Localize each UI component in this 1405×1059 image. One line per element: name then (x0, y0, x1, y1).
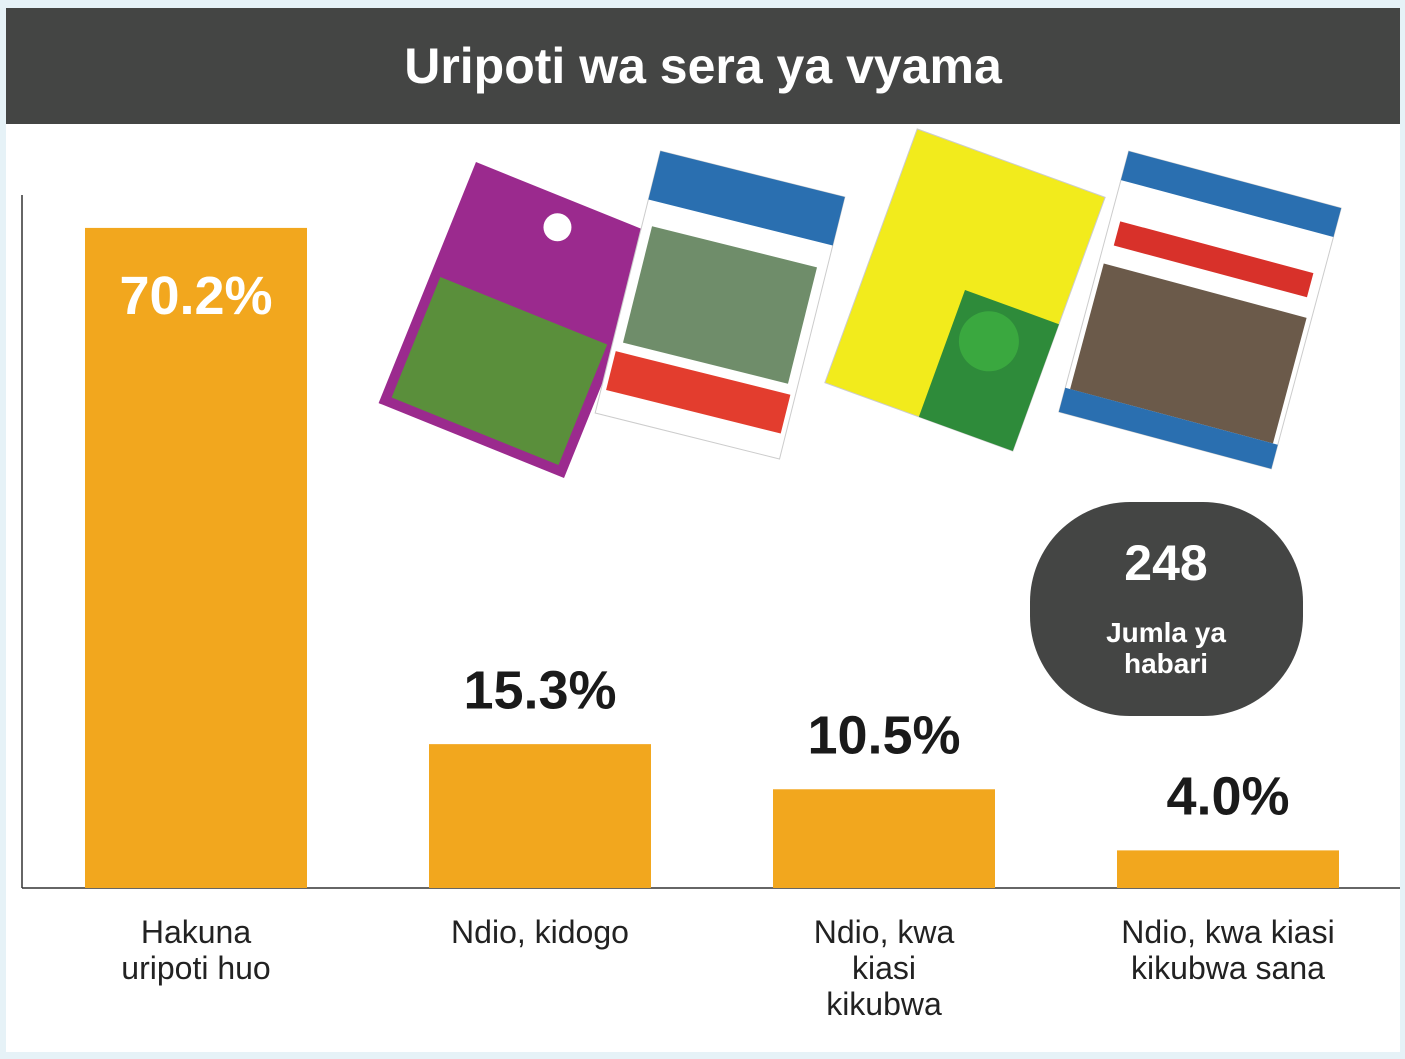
x-tick-label: Ndio, kwa kiasi kikubwa (813, 914, 955, 1022)
bar (773, 789, 995, 888)
total-label: Jumla ya habari (1106, 617, 1226, 679)
value-label: 4.0% (1166, 767, 1289, 827)
bar (85, 227, 307, 888)
bar (1117, 850, 1339, 888)
x-tick-label: Ndio, kidogo (451, 914, 629, 950)
value-label: 10.5% (807, 706, 960, 766)
booklet-covers (378, 128, 1342, 478)
x-tick-label: Ndio, kwa kiasi kikubwa sana (1121, 914, 1335, 986)
bar (429, 744, 651, 888)
total-badge (1030, 502, 1303, 716)
chart-title: Uripoti wa sera ya vyama (6, 8, 1400, 124)
x-tick-label: Hakuna uripoti huo (121, 914, 271, 986)
value-label: 15.3% (463, 660, 616, 720)
value-label: 70.2% (119, 266, 272, 326)
total-value: 248 (1124, 535, 1207, 591)
